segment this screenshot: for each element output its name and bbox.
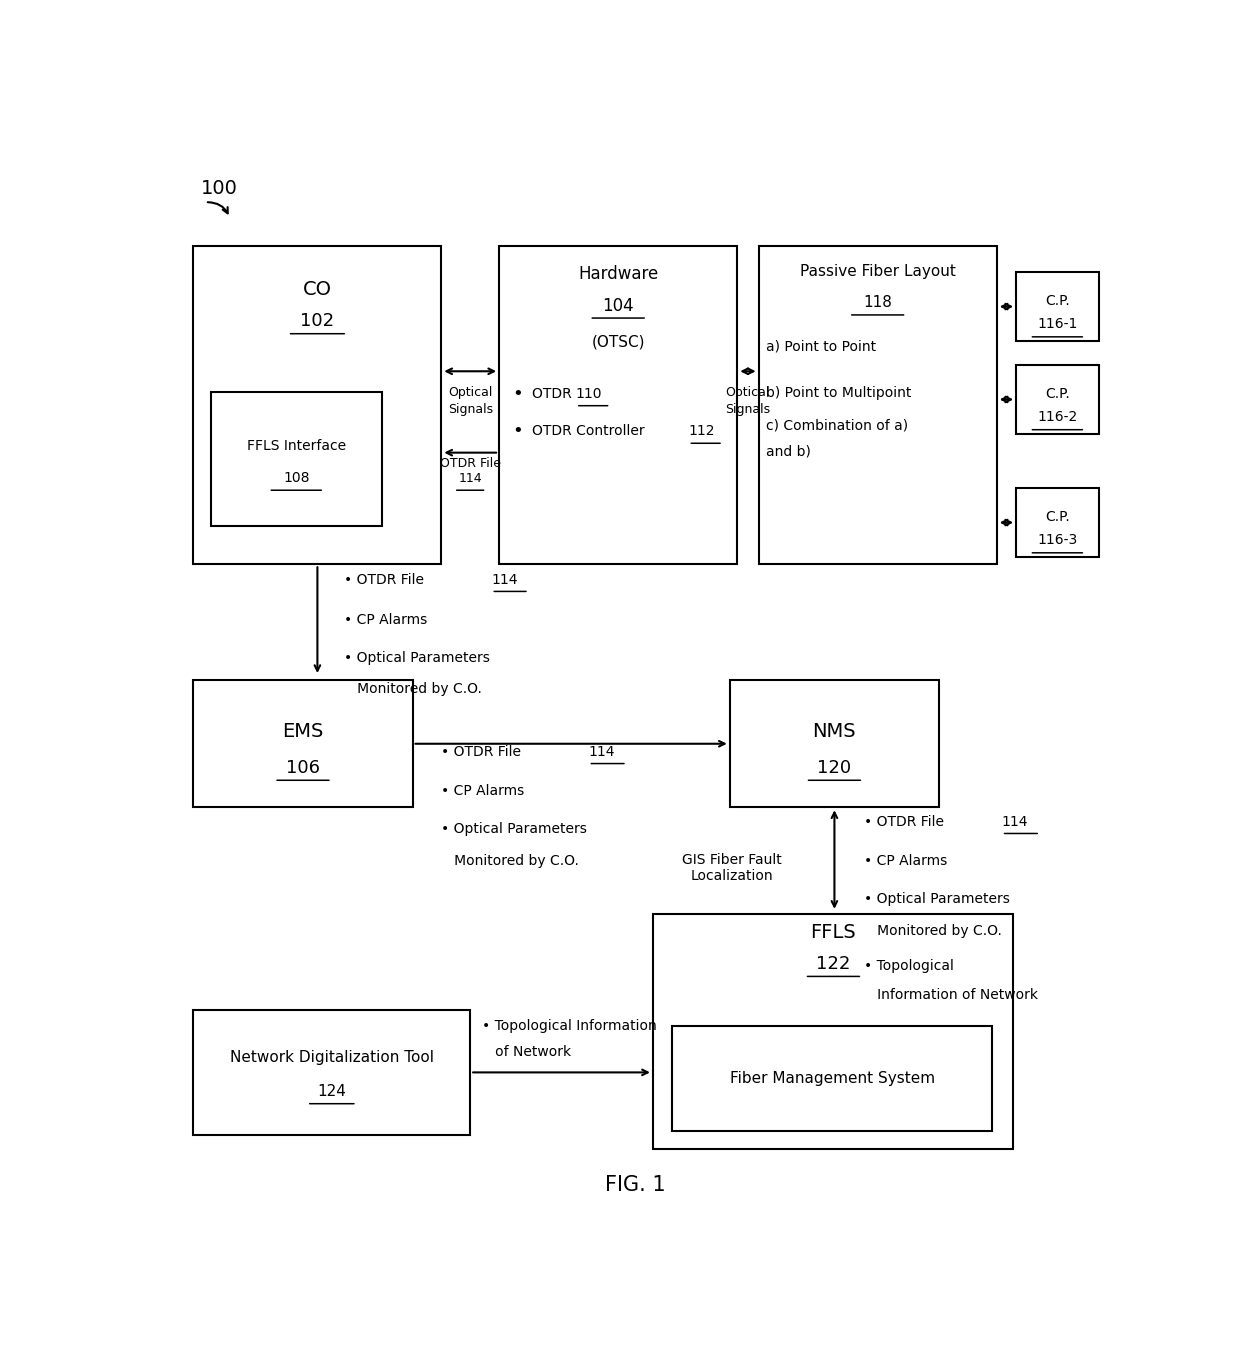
Text: Monitored by C.O.: Monitored by C.O. bbox=[345, 683, 482, 696]
FancyBboxPatch shape bbox=[652, 913, 1013, 1149]
Text: c) Combination of a): c) Combination of a) bbox=[766, 419, 909, 432]
Text: 102: 102 bbox=[300, 312, 335, 331]
Text: Fiber Management System: Fiber Management System bbox=[730, 1072, 935, 1087]
FancyBboxPatch shape bbox=[1016, 272, 1099, 341]
FancyBboxPatch shape bbox=[672, 1027, 992, 1131]
Text: C.P.: C.P. bbox=[1045, 388, 1070, 401]
Text: FFLS Interface: FFLS Interface bbox=[247, 439, 346, 454]
Text: • OTDR File: • OTDR File bbox=[441, 745, 526, 759]
FancyBboxPatch shape bbox=[759, 247, 997, 564]
Text: 106: 106 bbox=[286, 759, 320, 776]
Text: • Optical Parameters: • Optical Parameters bbox=[441, 822, 588, 836]
Text: Signals: Signals bbox=[448, 404, 492, 416]
Text: 100: 100 bbox=[201, 179, 238, 198]
Text: (OTSC): (OTSC) bbox=[591, 335, 645, 350]
Text: FFLS: FFLS bbox=[811, 923, 857, 942]
Text: Localization: Localization bbox=[691, 870, 773, 883]
Text: •: • bbox=[512, 385, 523, 404]
Text: 124: 124 bbox=[317, 1084, 346, 1099]
Text: b) Point to Multipoint: b) Point to Multipoint bbox=[766, 386, 911, 400]
Text: OTDR File: OTDR File bbox=[440, 457, 501, 470]
FancyBboxPatch shape bbox=[1016, 364, 1099, 434]
Text: 120: 120 bbox=[817, 759, 852, 776]
Text: • CP Alarms: • CP Alarms bbox=[441, 783, 525, 798]
Text: 116-1: 116-1 bbox=[1037, 317, 1078, 332]
Text: Optical: Optical bbox=[448, 386, 492, 398]
FancyBboxPatch shape bbox=[193, 680, 413, 808]
Text: Optical: Optical bbox=[725, 386, 770, 398]
FancyBboxPatch shape bbox=[1016, 488, 1099, 557]
Text: 116-3: 116-3 bbox=[1037, 534, 1078, 547]
Text: 114: 114 bbox=[589, 745, 615, 759]
Text: 110: 110 bbox=[575, 388, 603, 401]
Text: • Optical Parameters: • Optical Parameters bbox=[864, 892, 1011, 906]
Text: • CP Alarms: • CP Alarms bbox=[345, 612, 428, 626]
Text: Signals: Signals bbox=[725, 404, 770, 416]
Text: 104: 104 bbox=[603, 297, 634, 314]
Text: Passive Fiber Layout: Passive Fiber Layout bbox=[800, 264, 956, 279]
Text: Hardware: Hardware bbox=[578, 266, 658, 283]
FancyBboxPatch shape bbox=[193, 1009, 470, 1135]
Text: 108: 108 bbox=[283, 470, 310, 485]
Text: • Optical Parameters: • Optical Parameters bbox=[345, 652, 490, 665]
Text: • OTDR File: • OTDR File bbox=[864, 814, 949, 829]
Text: OTDR Controller: OTDR Controller bbox=[532, 424, 649, 438]
Text: 118: 118 bbox=[863, 295, 892, 310]
Text: Network Digitalization Tool: Network Digitalization Tool bbox=[229, 1050, 434, 1065]
FancyBboxPatch shape bbox=[211, 392, 382, 526]
Text: 116-2: 116-2 bbox=[1037, 411, 1078, 424]
FancyBboxPatch shape bbox=[729, 680, 939, 808]
Text: • OTDR File: • OTDR File bbox=[345, 573, 429, 587]
Text: of Network: of Network bbox=[481, 1045, 570, 1058]
Text: C.P.: C.P. bbox=[1045, 511, 1070, 524]
Text: C.P.: C.P. bbox=[1045, 294, 1070, 309]
Text: and b): and b) bbox=[766, 444, 811, 458]
Text: 114: 114 bbox=[491, 573, 518, 587]
Text: • CP Alarms: • CP Alarms bbox=[864, 854, 947, 867]
Text: OTDR: OTDR bbox=[532, 388, 575, 401]
Text: 122: 122 bbox=[816, 955, 851, 973]
Text: Information of Network: Information of Network bbox=[864, 988, 1038, 1003]
Text: • Topological: • Topological bbox=[864, 959, 954, 973]
Text: GIS Fiber Fault: GIS Fiber Fault bbox=[682, 852, 781, 867]
Text: FIG. 1: FIG. 1 bbox=[605, 1175, 666, 1195]
Text: 112: 112 bbox=[688, 424, 714, 438]
Text: EMS: EMS bbox=[283, 722, 324, 741]
Text: CO: CO bbox=[303, 280, 332, 299]
Text: NMS: NMS bbox=[812, 722, 857, 741]
FancyBboxPatch shape bbox=[498, 247, 738, 564]
Text: Monitored by C.O.: Monitored by C.O. bbox=[441, 854, 579, 867]
Text: • Topological Information: • Topological Information bbox=[481, 1019, 656, 1034]
Text: 114: 114 bbox=[459, 473, 482, 485]
Text: •: • bbox=[512, 421, 523, 440]
Text: a) Point to Point: a) Point to Point bbox=[766, 339, 877, 354]
Text: 114: 114 bbox=[1002, 814, 1028, 829]
Text: Monitored by C.O.: Monitored by C.O. bbox=[864, 924, 1002, 938]
FancyBboxPatch shape bbox=[193, 247, 441, 564]
